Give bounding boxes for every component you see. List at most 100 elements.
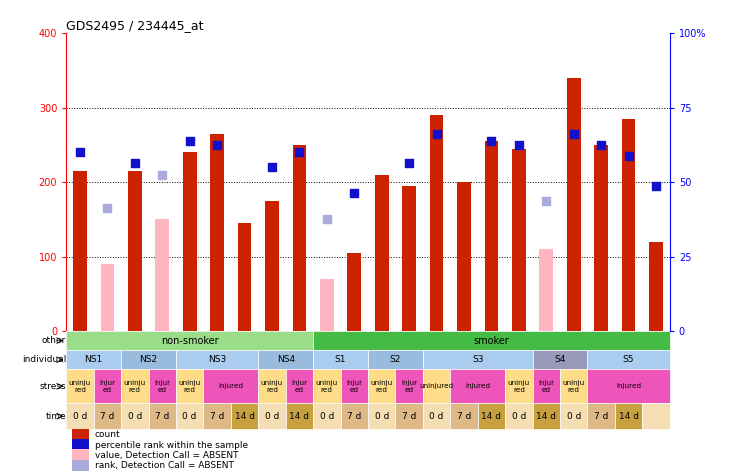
Bar — [484, 141, 498, 331]
Bar — [313, 403, 341, 429]
Bar — [93, 403, 121, 429]
Bar — [403, 186, 416, 331]
Text: S2: S2 — [390, 355, 401, 364]
Bar — [643, 403, 670, 429]
Bar — [231, 403, 258, 429]
Bar — [149, 369, 176, 403]
Text: 0 d: 0 d — [567, 411, 581, 420]
Bar — [265, 201, 279, 331]
Text: injur
ed: injur ed — [291, 380, 308, 393]
Bar — [176, 350, 258, 369]
Text: 7 d: 7 d — [155, 411, 169, 420]
Bar — [533, 369, 560, 403]
Bar — [450, 403, 478, 429]
Text: 0 d: 0 d — [319, 411, 334, 420]
Text: other: other — [42, 336, 66, 345]
Bar — [128, 171, 141, 331]
Bar — [368, 403, 395, 429]
Bar — [72, 439, 88, 451]
Bar — [368, 350, 423, 369]
Text: uninju
red: uninju red — [124, 380, 146, 393]
Text: 14 d: 14 d — [289, 411, 309, 420]
Text: uninju
red: uninju red — [261, 380, 283, 393]
Text: non-smoker: non-smoker — [161, 336, 219, 346]
Text: NS4: NS4 — [277, 355, 294, 364]
Bar — [176, 369, 203, 403]
Text: 14 d: 14 d — [619, 411, 639, 420]
Text: value, Detection Call = ABSENT: value, Detection Call = ABSENT — [95, 451, 238, 460]
Bar — [533, 403, 560, 429]
Bar — [313, 350, 368, 369]
Bar — [505, 369, 533, 403]
Bar — [512, 148, 526, 331]
Text: time: time — [46, 411, 66, 420]
Bar — [238, 223, 252, 331]
Text: injur
ed: injur ed — [346, 380, 362, 393]
Bar — [347, 253, 361, 331]
Bar — [587, 369, 670, 403]
Text: NS3: NS3 — [208, 355, 226, 364]
Text: injur
ed: injur ed — [99, 380, 116, 393]
Bar — [368, 369, 395, 403]
Text: injured: injured — [465, 383, 490, 389]
Bar — [567, 78, 581, 331]
Text: percentile rank within the sample: percentile rank within the sample — [95, 440, 248, 449]
Text: smoker: smoker — [473, 336, 509, 346]
Point — [74, 148, 86, 156]
Bar — [66, 350, 121, 369]
Text: stress: stress — [40, 382, 66, 391]
Text: S5: S5 — [623, 355, 634, 364]
Bar — [560, 369, 587, 403]
Bar — [203, 403, 231, 429]
Bar — [72, 460, 88, 471]
Bar — [72, 429, 88, 440]
Text: S3: S3 — [472, 355, 484, 364]
Point — [568, 130, 580, 137]
Text: 7 d: 7 d — [457, 411, 471, 420]
Bar — [258, 403, 286, 429]
Bar — [101, 264, 114, 331]
Text: count: count — [95, 430, 120, 439]
Text: individual: individual — [22, 355, 66, 364]
Text: uninju
red: uninju red — [371, 380, 393, 393]
Text: uninju
red: uninju red — [508, 380, 530, 393]
Bar — [587, 350, 670, 369]
Text: 0 d: 0 d — [265, 411, 279, 420]
Bar — [121, 369, 149, 403]
Bar — [93, 369, 121, 403]
Text: 0 d: 0 d — [429, 411, 444, 420]
Bar — [341, 369, 368, 403]
Bar — [622, 119, 635, 331]
Point — [156, 171, 168, 178]
Bar — [595, 145, 608, 331]
Bar — [73, 171, 87, 331]
Text: 0 d: 0 d — [73, 411, 87, 420]
Bar — [395, 403, 423, 429]
Bar — [533, 350, 587, 369]
Text: S4: S4 — [554, 355, 566, 364]
Point — [595, 141, 607, 149]
Text: 14 d: 14 d — [481, 411, 501, 420]
Text: 7 d: 7 d — [594, 411, 609, 420]
Bar — [72, 449, 88, 461]
Bar — [423, 350, 533, 369]
Text: 7 d: 7 d — [100, 411, 115, 420]
Bar — [587, 403, 615, 429]
Text: uninjured: uninjured — [420, 383, 453, 389]
Point — [129, 160, 141, 167]
Bar — [423, 403, 450, 429]
Bar — [341, 403, 368, 429]
Text: uninju
red: uninju red — [179, 380, 201, 393]
Text: injured: injured — [616, 383, 641, 389]
Point — [321, 216, 333, 223]
Bar — [423, 369, 450, 403]
Point — [294, 148, 305, 156]
Bar — [560, 403, 587, 429]
Bar — [320, 279, 333, 331]
Point — [650, 182, 662, 190]
Text: S1: S1 — [335, 355, 347, 364]
Bar — [649, 242, 663, 331]
Bar — [203, 369, 258, 403]
Point — [540, 197, 552, 204]
Text: rank, Detection Call = ABSENT: rank, Detection Call = ABSENT — [95, 461, 233, 470]
